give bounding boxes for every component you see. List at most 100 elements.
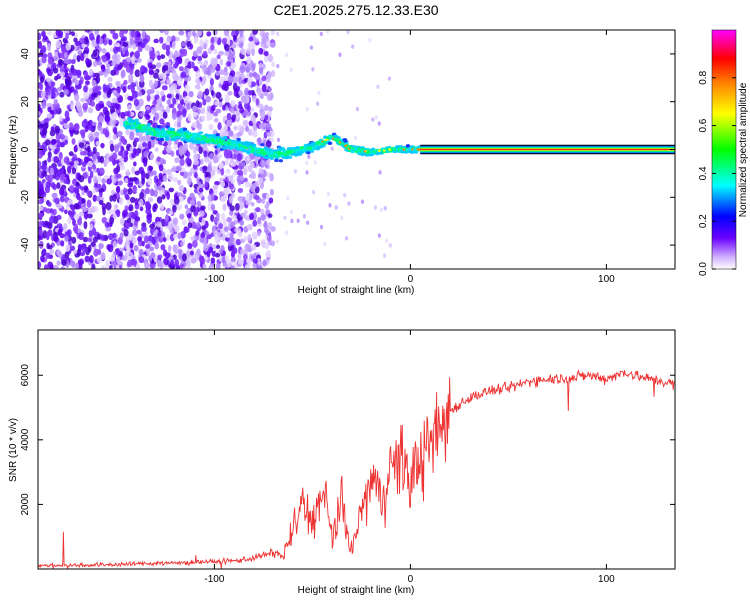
- spectrogram-noise-cell: [151, 170, 157, 176]
- spectrogram-noise-cell: [252, 30, 258, 35]
- spectrogram-noise-cell: [81, 132, 86, 139]
- spectrogram-noise-cell: [137, 32, 141, 39]
- spectrogram-noise-cell: [97, 233, 101, 240]
- spectrogram-noise-cell: [145, 243, 151, 249]
- spectrogram-noise-cell: [151, 106, 157, 115]
- spectrogram-noise-cell: [86, 213, 93, 219]
- spectrogram-y-ticks: -40 -20 0 20 40: [20, 48, 675, 252]
- spectrogram-noise-cell: [242, 254, 248, 261]
- spectrogram-noise-cell: [143, 150, 149, 158]
- spectrogram-noise-cell: [180, 41, 186, 47]
- spectrogram-noise-cell: [130, 196, 136, 204]
- spectrogram-noise-cell: [264, 227, 269, 234]
- spectrogram-noise-cell: [38, 261, 42, 269]
- spectrogram-noise-cell: [207, 203, 212, 211]
- spectrogram-noise-cell: [237, 196, 244, 202]
- spectrogram-noise-cell: [162, 237, 167, 243]
- spectrogram-noise-cell: [385, 238, 389, 244]
- spectrogram-noise-cell: [112, 134, 118, 140]
- spectrogram-noise-cell: [83, 211, 89, 220]
- snr-xlabel: Height of straight line (km): [298, 585, 415, 596]
- spectrogram-noise-cell: [141, 172, 146, 179]
- spectrogram-noise-cell: [59, 168, 65, 174]
- spectrogram-noise-cell: [59, 91, 65, 98]
- spectrogram-noise-cell: [125, 195, 130, 201]
- spectrogram-ridge-cell: [215, 133, 220, 137]
- spectrogram-noise-cell: [235, 239, 242, 246]
- spectrogram-noise-cell: [109, 30, 116, 35]
- spectrogram-noise-cell: [149, 152, 154, 161]
- spectrogram-noise-cell: [178, 251, 183, 260]
- spectrogram-noise-cell: [80, 97, 86, 103]
- spectrogram-noise-cell: [227, 90, 233, 96]
- snr-panel: -100 0 100 2000 4000 6000 Height of straight…: [8, 329, 676, 596]
- spectrogram-noise-cell: [125, 168, 131, 176]
- spectrogram-noise-cell: [153, 38, 159, 44]
- spectrogram-ridge-cell: [278, 159, 284, 163]
- spectrogram-noise-cell: [177, 232, 182, 240]
- spectrogram-noise-cell: [254, 73, 261, 81]
- snr-y-ticks: 2000 4000 6000: [20, 364, 675, 516]
- spectrogram-noise-cell: [44, 265, 49, 269]
- spectrogram-noise-cell: [131, 90, 138, 99]
- spectrogram-noise-cell: [242, 119, 249, 127]
- spectrogram-noise-cell: [193, 153, 199, 162]
- spectrogram-noise-cell: [180, 240, 184, 247]
- spectrogram-noise-cell: [251, 95, 257, 103]
- spectrogram-noise-cell: [159, 203, 165, 211]
- spectrogram-noise-cell: [172, 233, 178, 240]
- spectrogram-noise-cell: [73, 123, 80, 132]
- spectrogram-noise-cell: [251, 63, 256, 71]
- spectrogram-noise-cell: [131, 166, 136, 174]
- spectrogram-noise-cell: [116, 58, 121, 65]
- spectrogram-noise-cell: [120, 111, 126, 119]
- spectrogram-noise-cell: [198, 187, 204, 193]
- spectrogram-ridge-cell: [260, 143, 265, 147]
- spectrogram-noise-cell: [65, 42, 72, 51]
- spectrogram-noise-cell: [174, 248, 179, 255]
- spectrogram-noise-cell: [160, 90, 165, 97]
- spectrogram-noise-cell: [374, 115, 378, 120]
- spectrogram-noise-cell: [222, 104, 226, 111]
- spectrogram-noise-cell: [216, 54, 221, 60]
- spectrogram-noise-cell: [200, 258, 206, 264]
- spectrogram-noise-cell: [147, 141, 152, 150]
- spectrogram-noise-cell: [47, 151, 52, 159]
- spectrogram-noise-cell: [245, 125, 250, 132]
- spectrogram-noise-cell: [328, 203, 332, 208]
- spectrogram-noise-cell: [77, 243, 83, 250]
- spectrogram-noise-cell: [132, 148, 137, 156]
- spectrogram-noise-cell: [256, 258, 261, 266]
- spectrogram-noise-cell: [276, 31, 280, 37]
- spectrogram-noise-cell: [201, 115, 206, 122]
- spectrogram-noise-cell: [218, 163, 223, 170]
- snr-marks: [38, 369, 675, 569]
- spectrogram-noise-cell: [47, 156, 52, 163]
- spectrogram-noise-cell: [290, 218, 294, 224]
- spectrogram-noise-cell: [126, 217, 132, 224]
- spectrogram-noise-cell: [264, 114, 269, 121]
- spectrogram-noise-cell: [202, 263, 207, 269]
- spectrogram-noise-cell: [267, 71, 272, 79]
- spectrogram-noise-cell: [58, 115, 63, 122]
- spectrogram-noise-cell: [42, 206, 48, 213]
- spectrogram-noise-cell: [230, 257, 237, 263]
- spectrogram-noise-cell: [51, 192, 58, 198]
- spectrogram-noise-cell: [115, 248, 120, 256]
- spectrogram-noise-cell: [265, 193, 270, 200]
- spectrogram-noise-cell: [351, 44, 355, 49]
- spectrogram-noise-cell: [190, 205, 196, 213]
- spectrogram-noise-cell: [123, 79, 128, 86]
- spectrogram-noise-cell: [65, 235, 69, 242]
- spectrogram-noise-cell: [178, 66, 184, 72]
- spectrogram-noise-cell: [109, 195, 114, 202]
- spectrogram-noise-cell: [123, 30, 128, 35]
- spectrogram-noise-cell: [83, 71, 89, 78]
- spectrogram-noise-cell: [270, 69, 276, 77]
- spectrogram-noise-cell: [246, 224, 253, 231]
- spectrogram-noise-cell: [39, 84, 44, 91]
- spectrogram-noise-cell: [261, 75, 267, 82]
- spectrogram-noise-cell: [158, 73, 165, 80]
- spectrogram-noise-cell: [251, 130, 258, 138]
- spectrogram-noise-cell: [149, 223, 155, 229]
